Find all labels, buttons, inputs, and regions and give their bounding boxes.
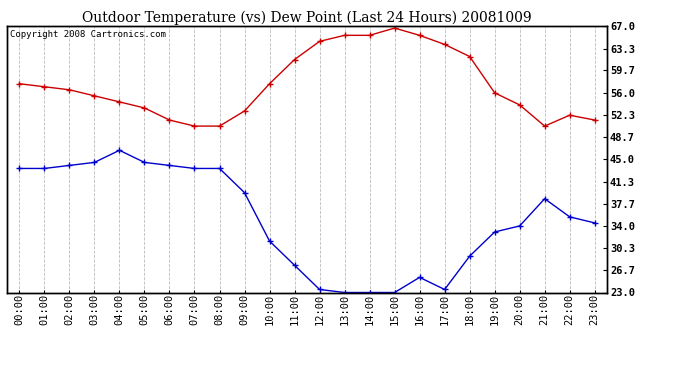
Text: Copyright 2008 Cartronics.com: Copyright 2008 Cartronics.com xyxy=(10,30,166,39)
Title: Outdoor Temperature (vs) Dew Point (Last 24 Hours) 20081009: Outdoor Temperature (vs) Dew Point (Last… xyxy=(82,11,532,25)
